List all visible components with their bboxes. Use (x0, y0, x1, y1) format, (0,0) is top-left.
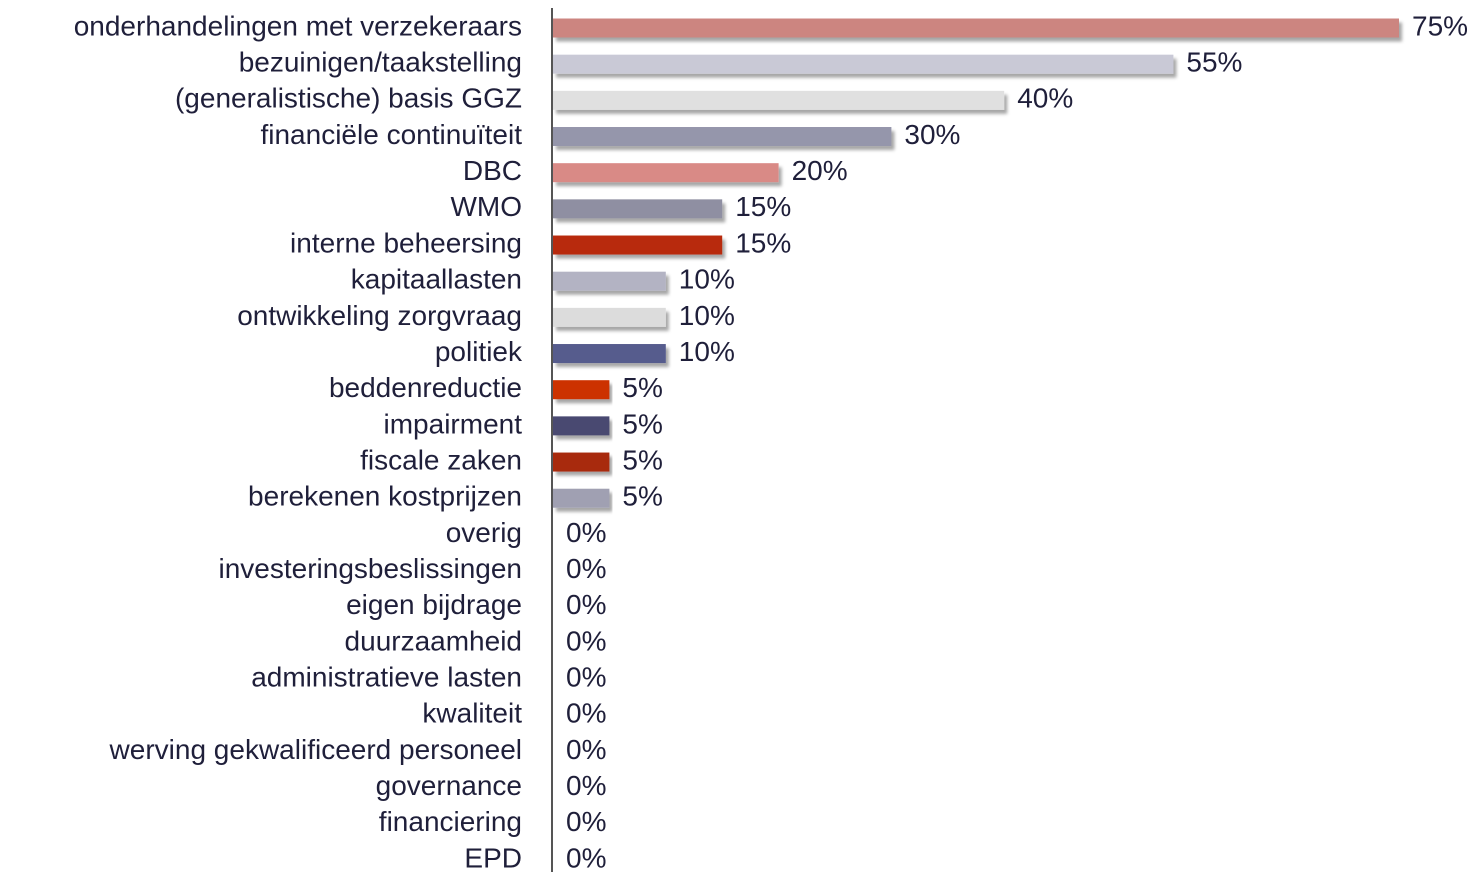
bar (553, 90, 1005, 110)
category-label: ontwikkeling zorgvraag (237, 300, 522, 331)
value-label: 15% (735, 227, 791, 258)
value-label: 20% (792, 155, 848, 186)
value-label: 10% (679, 264, 735, 295)
category-label: onderhandelingen met verzekeraars (74, 10, 522, 41)
value-label: 0% (566, 842, 606, 872)
category-label: fiscale zaken (360, 444, 522, 475)
value-label: 0% (566, 698, 606, 729)
bar (553, 380, 610, 400)
value-label: 10% (679, 300, 735, 331)
category-label: financiële continuïteit (260, 119, 522, 150)
category-label: werving gekwalificeerd personeel (109, 734, 522, 765)
value-label: 5% (622, 408, 662, 439)
value-label: 0% (566, 517, 606, 548)
category-label: duurzaamheid (345, 625, 522, 656)
bar (553, 344, 666, 364)
value-label: 0% (566, 625, 606, 656)
category-label: DBC (463, 155, 522, 186)
bar (553, 307, 666, 327)
value-label: 0% (566, 589, 606, 620)
bar (553, 235, 723, 255)
category-label: kwaliteit (422, 698, 522, 729)
bar (553, 271, 666, 291)
category-label: EPD (464, 842, 522, 872)
value-label: 40% (1017, 83, 1073, 114)
category-label: eigen bijdrage (346, 589, 522, 620)
value-label: 5% (622, 481, 662, 512)
category-label: (generalistische) basis GGZ (175, 83, 522, 114)
bar (553, 54, 1174, 74)
bar (553, 18, 1399, 38)
category-label: politiek (435, 336, 523, 367)
value-label: 5% (622, 444, 662, 475)
category-label: financiering (379, 806, 522, 837)
value-label: 75% (1412, 10, 1468, 41)
value-label: 30% (904, 119, 960, 150)
value-label: 10% (679, 336, 735, 367)
category-label: beddenreductie (329, 372, 522, 403)
category-label: administratieve lasten (251, 661, 522, 692)
category-label: impairment (384, 408, 523, 439)
category-label: interne beheersing (290, 227, 522, 258)
bar (553, 488, 610, 508)
value-label: 55% (1186, 47, 1242, 78)
value-label: 15% (735, 191, 791, 222)
bar (553, 199, 723, 219)
bar (553, 416, 610, 436)
bar (553, 452, 610, 472)
category-label: kapitaallasten (351, 264, 522, 295)
category-label: governance (376, 770, 522, 801)
category-label: berekenen kostprijzen (248, 481, 522, 512)
bar (553, 127, 892, 147)
category-label: investeringsbeslissingen (218, 553, 522, 584)
category-label: bezuinigen/taakstelling (239, 47, 522, 78)
category-label: WMO (450, 191, 522, 222)
value-label: 0% (566, 553, 606, 584)
bar (553, 163, 779, 183)
category-label: overig (446, 517, 522, 548)
value-label: 0% (566, 806, 606, 837)
value-label: 0% (566, 770, 606, 801)
value-label: 5% (622, 372, 662, 403)
value-label: 0% (566, 661, 606, 692)
value-label: 0% (566, 734, 606, 765)
